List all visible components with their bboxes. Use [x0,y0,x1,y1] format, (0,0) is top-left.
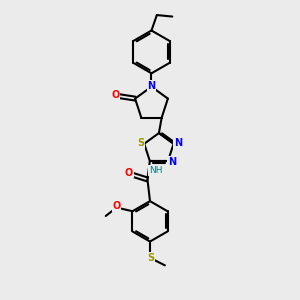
Text: O: O [112,202,121,212]
Text: S: S [147,253,154,263]
Text: N: N [174,138,182,148]
Text: S: S [137,138,144,148]
Text: O: O [111,90,119,100]
Text: N: N [147,81,155,91]
Text: O: O [124,168,133,178]
Text: N: N [168,157,176,166]
Text: NH: NH [149,166,163,175]
